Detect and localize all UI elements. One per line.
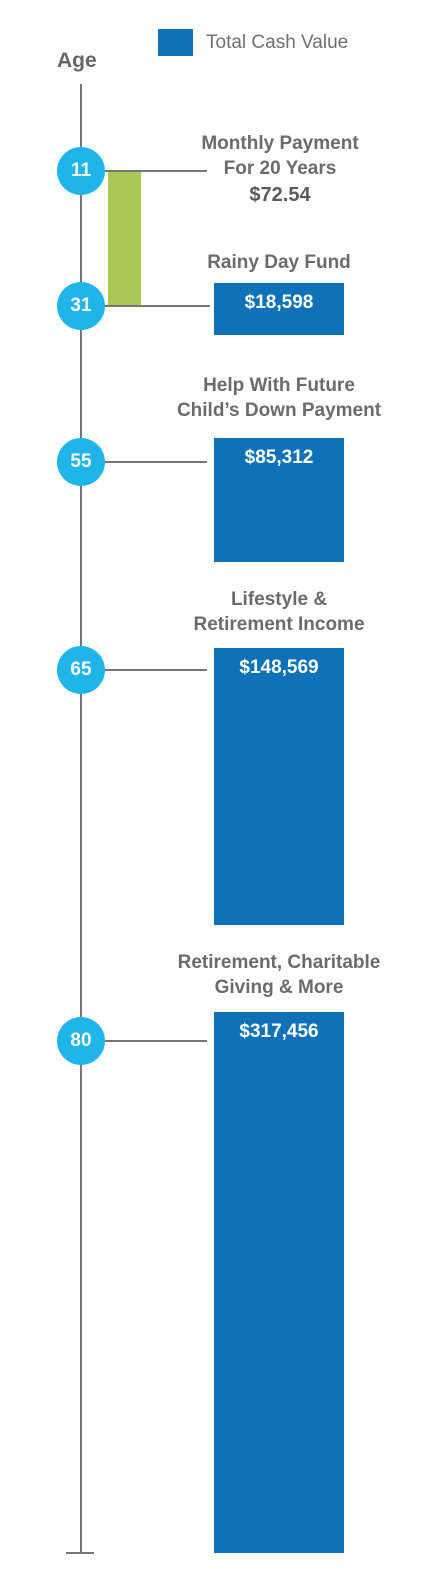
age-marker-55: 55 — [57, 438, 105, 486]
milestone-label-line1: Retirement, Charitable — [177, 952, 381, 973]
age-marker-label: 80 — [70, 1030, 92, 1051]
payment-amount: $72.54 — [249, 184, 311, 206]
payment-end-line — [105, 305, 210, 307]
milestone-label-line2: Child’s Down Payment — [176, 400, 382, 421]
age-marker-65: 65 — [57, 646, 105, 694]
payment-period-bar — [108, 171, 141, 306]
milestone-label-65: Lifestyle & Retirement Income — [149, 587, 409, 637]
age-marker-label: 11 — [70, 160, 92, 181]
bar-value-label: $18,598 — [244, 292, 314, 313]
age-marker-11: 11 — [57, 147, 105, 195]
bar-value-label: $148,569 — [239, 657, 319, 678]
payment-start-line — [105, 170, 207, 172]
milestone-connector-65 — [105, 669, 207, 671]
age-axis-line — [80, 84, 82, 1554]
payment-label-line2: For 20 Years — [223, 158, 337, 179]
cash-value-bar-55: $85,312 — [214, 438, 344, 562]
milestone-connector-80 — [105, 1040, 207, 1042]
age-marker-label: 65 — [70, 659, 92, 680]
milestone-label-line1: Lifestyle & — [230, 589, 328, 610]
bar-value-label: $317,456 — [239, 1021, 319, 1042]
cash-value-bar-65: $148,569 — [214, 648, 344, 925]
legend-label: Total Cash Value — [206, 32, 349, 53]
milestone-label-line1: Help With Future — [203, 375, 355, 396]
age-marker-label: 31 — [70, 295, 92, 316]
milestone-label-80: Retirement, Charitable Giving & More — [149, 950, 409, 1000]
age-marker-80: 80 — [57, 1017, 105, 1065]
payment-label-line1: Monthly Payment — [201, 133, 359, 154]
milestone-label-line2: Giving & More — [214, 977, 344, 998]
axis-title: Age — [57, 49, 97, 72]
legend-swatch — [158, 29, 193, 56]
milestone-connector-55 — [105, 461, 207, 463]
milestone-label-55: Help With Future Child’s Down Payment — [149, 373, 409, 423]
milestone-label-line2: Retirement Income — [193, 614, 365, 635]
milestone-label-31: Rainy Day Fund — [149, 250, 409, 275]
age-marker-label: 55 — [70, 451, 92, 472]
age-axis-end-cap — [66, 1552, 94, 1554]
age-marker-31: 31 — [57, 282, 105, 330]
bar-value-label: $85,312 — [244, 447, 314, 468]
cash-value-bar-31: $18,598 — [214, 283, 344, 335]
cash-value-bar-80: $317,456 — [214, 1012, 344, 1553]
payment-label: Monthly Payment For 20 Years — [150, 131, 410, 181]
milestone-label-line1: Rainy Day Fund — [207, 252, 351, 273]
